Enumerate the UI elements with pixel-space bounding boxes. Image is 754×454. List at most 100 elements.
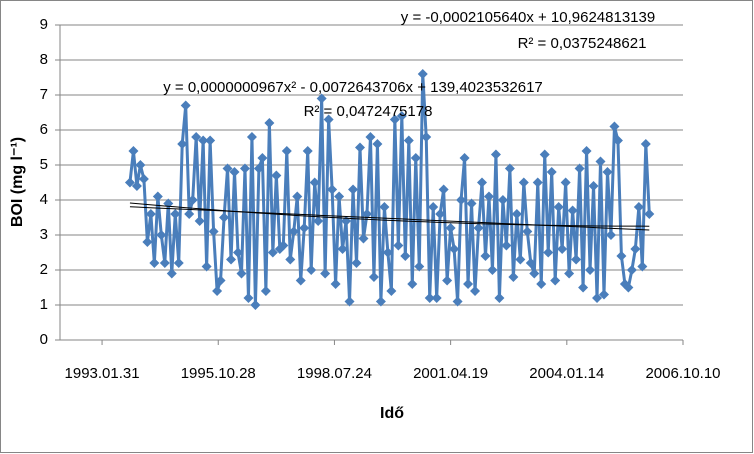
- data-point: [421, 132, 432, 142]
- data-point: [194, 216, 205, 226]
- data-point: [246, 132, 257, 142]
- data-point: [497, 195, 508, 205]
- data-point: [323, 114, 334, 125]
- data-point: [267, 247, 278, 258]
- x-tick-label: 1993.01.31: [65, 365, 140, 382]
- data-point: [299, 223, 310, 233]
- data-point: [605, 230, 616, 240]
- data-point: [389, 114, 400, 125]
- data-point: [170, 209, 181, 219]
- data-point: [585, 265, 596, 275]
- data-point: [166, 268, 177, 279]
- data-point: [226, 254, 237, 265]
- data-point: [410, 153, 421, 163]
- data-point: [253, 163, 264, 174]
- data-point: [264, 118, 275, 128]
- y-tick-label: 5: [40, 156, 48, 173]
- data-point: [400, 251, 411, 261]
- data-point: [449, 244, 460, 254]
- data-point: [351, 258, 362, 268]
- data-point: [536, 279, 547, 289]
- data-point: [215, 275, 226, 286]
- data-point: [149, 258, 160, 268]
- data-point: [159, 258, 170, 268]
- data-point: [222, 163, 233, 174]
- data-point: [550, 275, 561, 286]
- data-point: [180, 100, 191, 111]
- data-point: [490, 149, 501, 160]
- data-point: [560, 177, 571, 188]
- data-point: [616, 251, 627, 261]
- data-point: [365, 132, 376, 142]
- data-point: [334, 191, 345, 202]
- data-point: [612, 135, 623, 146]
- data-point: [142, 237, 153, 247]
- data-point: [145, 209, 156, 219]
- data-point: [640, 139, 651, 149]
- data-point: [285, 254, 296, 265]
- data-point: [368, 272, 379, 282]
- data-point: [201, 261, 212, 272]
- data-point: [131, 181, 142, 191]
- data-point: [435, 209, 446, 219]
- data-point: [459, 153, 470, 163]
- data-point: [626, 265, 637, 275]
- data-point: [302, 146, 313, 156]
- data-point: [473, 223, 484, 233]
- data-point: [609, 121, 620, 132]
- data-point: [173, 258, 184, 268]
- trendline: [129, 206, 650, 231]
- data-point: [135, 160, 146, 170]
- data-point: [504, 163, 515, 174]
- data-point: [271, 170, 282, 181]
- data-point: [306, 265, 317, 275]
- y-tick-label: 1: [40, 296, 48, 313]
- data-point: [592, 293, 603, 303]
- data-point: [630, 244, 641, 254]
- data-point: [208, 226, 219, 237]
- data-point: [532, 177, 543, 188]
- data-point: [452, 296, 463, 307]
- data-point: [553, 202, 564, 212]
- data-point: [372, 139, 383, 149]
- data-point: [348, 184, 359, 195]
- data-point: [466, 198, 477, 209]
- data-point: [525, 258, 536, 268]
- data-point: [236, 268, 247, 279]
- data-point: [278, 240, 289, 251]
- data-point: [407, 279, 418, 289]
- data-point: [428, 202, 439, 212]
- y-tick-label: 6: [40, 121, 48, 138]
- data-point: [152, 191, 163, 202]
- data-point: [386, 286, 397, 296]
- data-point: [403, 135, 414, 146]
- data-point: [295, 275, 306, 286]
- data-point: [229, 167, 240, 177]
- data-point: [177, 139, 188, 149]
- data-point: [156, 230, 167, 240]
- data-point: [250, 300, 261, 310]
- y-axis-label: BOI (mg l⁻¹): [9, 137, 26, 227]
- data-point: [396, 111, 407, 121]
- data-point: [456, 195, 467, 205]
- data-point: [292, 191, 303, 202]
- data-point: [470, 286, 481, 296]
- data-point: [564, 268, 575, 279]
- trend-r2: R² = 0,0472475178: [304, 103, 433, 120]
- data-point: [508, 272, 519, 282]
- data-point: [320, 268, 331, 279]
- data-point: [543, 247, 554, 258]
- data-point: [476, 177, 487, 188]
- data-point: [138, 174, 149, 184]
- data-point: [598, 289, 609, 300]
- data-point: [330, 279, 341, 289]
- data-point: [581, 146, 592, 156]
- data-point: [637, 261, 648, 272]
- x-tick-label: 2006.10.10: [645, 365, 720, 382]
- data-point: [483, 191, 494, 202]
- trend-equation: y = 0,0000000967x² - 0,0072643706x + 139…: [163, 79, 543, 96]
- data-point: [546, 167, 557, 177]
- data-point: [529, 268, 540, 279]
- y-tick-label: 9: [40, 16, 48, 33]
- data-point: [198, 135, 209, 146]
